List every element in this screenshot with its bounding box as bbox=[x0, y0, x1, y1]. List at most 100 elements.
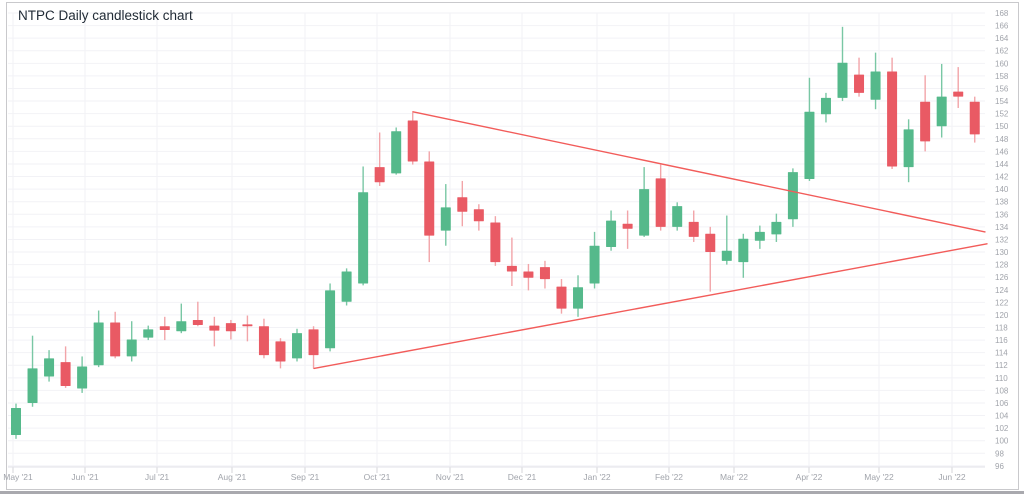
candle-body-down bbox=[506, 265, 517, 272]
candle-body-up bbox=[870, 71, 881, 100]
candle-body-up bbox=[573, 287, 584, 309]
candle-body-down bbox=[854, 74, 865, 93]
candle-body-down bbox=[225, 323, 236, 332]
candle-body-up bbox=[341, 271, 352, 302]
candle-body-up bbox=[804, 111, 815, 180]
y-axis-label: 104 bbox=[995, 412, 1009, 421]
chart-title: NTPC Daily candlestick chart bbox=[18, 8, 193, 23]
x-axis-label: May '22 bbox=[864, 472, 894, 482]
y-axis-label: 108 bbox=[995, 386, 1009, 395]
y-axis-label: 130 bbox=[995, 248, 1009, 257]
y-axis-label: 124 bbox=[995, 286, 1009, 295]
candle-body-down bbox=[110, 322, 121, 357]
y-axis-label: 148 bbox=[995, 135, 1009, 144]
x-axis-label: Jun '22 bbox=[938, 472, 965, 482]
candle-body-down bbox=[457, 197, 468, 212]
candle-body-down bbox=[556, 286, 567, 309]
candle-body-up bbox=[176, 321, 187, 332]
candle-body-down bbox=[969, 101, 980, 135]
candle-body-up bbox=[639, 189, 650, 236]
candle-body-down bbox=[159, 326, 170, 331]
y-axis-label: 146 bbox=[995, 147, 1009, 156]
candle-body-down bbox=[622, 223, 633, 229]
candle-body-up bbox=[738, 238, 749, 263]
x-axis-label: Aug '21 bbox=[218, 472, 247, 482]
candle-body-up bbox=[672, 206, 683, 227]
y-axis-label: 132 bbox=[995, 235, 1009, 244]
candle-body-down bbox=[275, 341, 286, 362]
candle-body-up bbox=[771, 221, 782, 235]
y-axis-label: 96 bbox=[995, 462, 1004, 471]
y-axis-label: 100 bbox=[995, 437, 1009, 446]
candle-body-up bbox=[391, 131, 402, 174]
y-axis-label: 134 bbox=[995, 223, 1009, 232]
y-axis-label: 156 bbox=[995, 84, 1009, 93]
candle-body-down bbox=[920, 101, 931, 142]
y-axis-label: 120 bbox=[995, 311, 1009, 320]
x-axis-label: Mar '22 bbox=[720, 472, 748, 482]
plot-area[interactable] bbox=[8, 13, 985, 467]
x-axis-label: Feb '22 bbox=[655, 472, 683, 482]
candle-body-up bbox=[787, 172, 798, 220]
y-axis-label: 150 bbox=[995, 122, 1009, 131]
candle-body-up bbox=[93, 322, 104, 366]
candle-body-up bbox=[44, 358, 55, 377]
x-axis-label: Apr '22 bbox=[796, 472, 823, 482]
y-axis-label: 114 bbox=[995, 349, 1008, 358]
candle-body-up bbox=[358, 192, 369, 284]
candle-body-down bbox=[953, 91, 964, 97]
y-axis-label: 160 bbox=[995, 59, 1009, 68]
x-axis-label: Jan '22 bbox=[583, 472, 610, 482]
candle-body-down bbox=[539, 267, 550, 280]
candle-body-down bbox=[688, 221, 699, 237]
candle-body-up bbox=[440, 207, 451, 231]
candle-body-down bbox=[60, 362, 71, 386]
candle-body-down bbox=[407, 120, 418, 162]
candle-body-down bbox=[424, 161, 435, 236]
y-axis-label: 128 bbox=[995, 261, 1009, 270]
y-axis-label: 142 bbox=[995, 173, 1009, 182]
candle-body-up bbox=[820, 97, 831, 115]
candle-body-up bbox=[325, 290, 336, 349]
y-axis-label: 164 bbox=[995, 34, 1009, 43]
candle-body-down bbox=[258, 326, 269, 356]
candle-body-up bbox=[754, 231, 765, 241]
candle-body-up bbox=[936, 96, 947, 127]
y-axis-label: 110 bbox=[995, 374, 1008, 383]
candle-body-up bbox=[606, 220, 617, 247]
candle-body-down bbox=[192, 319, 203, 325]
x-axis-label: Jun '21 bbox=[71, 472, 98, 482]
candle-body-down bbox=[308, 329, 319, 356]
candle-body-down bbox=[655, 178, 666, 227]
candle-body-down bbox=[705, 233, 716, 253]
candle-body-down bbox=[242, 324, 253, 327]
candle-body-up bbox=[292, 333, 303, 359]
candle-body-up bbox=[77, 366, 88, 389]
candle-body-up bbox=[27, 368, 38, 403]
candle-body-up bbox=[11, 408, 21, 436]
trendline-lower-support bbox=[313, 243, 988, 370]
y-axis-label: 168 bbox=[995, 9, 1009, 18]
x-axis-label: Nov '21 bbox=[436, 472, 465, 482]
x-axis-label: Jul '21 bbox=[145, 472, 170, 482]
y-axis-label: 118 bbox=[995, 324, 1008, 333]
candle-body-down bbox=[490, 222, 501, 263]
x-axis-label: Dec '21 bbox=[508, 472, 537, 482]
y-axis-label: 138 bbox=[995, 198, 1009, 207]
candle-body-down bbox=[209, 325, 220, 331]
y-axis-label: 162 bbox=[995, 47, 1009, 56]
x-axis-label: May '21 bbox=[3, 472, 33, 482]
y-axis-label: 112 bbox=[995, 361, 1008, 370]
candle-body-down bbox=[887, 71, 898, 167]
candle-body-down bbox=[523, 271, 534, 278]
y-axis-label: 154 bbox=[995, 97, 1009, 106]
window-bottom-edge bbox=[0, 491, 1024, 494]
candle-body-up bbox=[903, 129, 914, 168]
candle-body-up bbox=[837, 62, 848, 98]
y-axis-label: 106 bbox=[995, 399, 1009, 408]
y-axis-label: 144 bbox=[995, 160, 1009, 169]
candle-body-up bbox=[589, 245, 600, 284]
y-axis-label: 116 bbox=[995, 336, 1008, 345]
y-axis-label: 102 bbox=[995, 424, 1009, 433]
candle-body-up bbox=[126, 339, 137, 357]
